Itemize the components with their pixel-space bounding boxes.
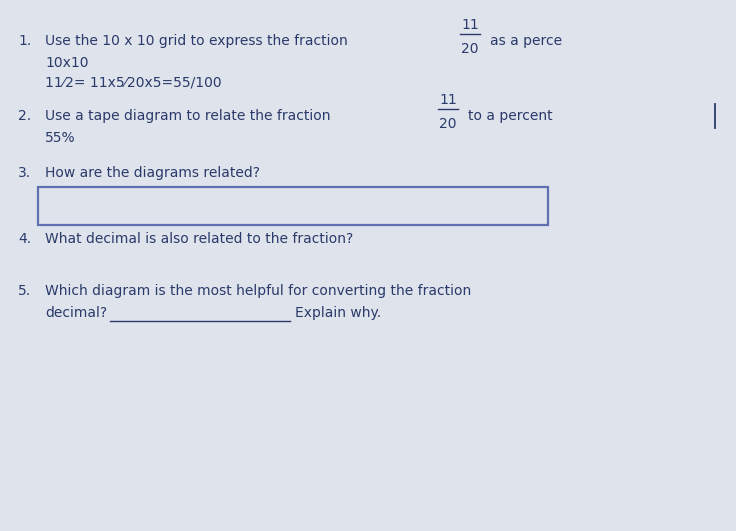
Text: 4.: 4. <box>18 232 31 246</box>
Text: Use the 10 x 10 grid to express the fraction: Use the 10 x 10 grid to express the frac… <box>45 34 347 48</box>
Text: What decimal is also related to the fraction?: What decimal is also related to the frac… <box>45 232 353 246</box>
Text: 20: 20 <box>461 42 478 56</box>
Text: Which diagram is the most helpful for converting the fraction: Which diagram is the most helpful for co… <box>45 284 471 298</box>
Text: 5.: 5. <box>18 284 31 298</box>
Text: 11⁄2= 11x5⁄20x5=55/100: 11⁄2= 11x5⁄20x5=55/100 <box>45 76 222 90</box>
Text: 2.: 2. <box>18 109 31 123</box>
Text: Explain why.: Explain why. <box>295 306 381 320</box>
Text: 3.: 3. <box>18 166 31 180</box>
Text: Use a tape diagram to relate the fraction: Use a tape diagram to relate the fractio… <box>45 109 330 123</box>
Text: 11: 11 <box>461 18 479 32</box>
Text: 10x10: 10x10 <box>45 56 88 70</box>
Text: as a perce: as a perce <box>490 34 562 48</box>
Text: 20: 20 <box>439 117 457 131</box>
Text: to a percent: to a percent <box>468 109 553 123</box>
Text: How are the diagrams related?: How are the diagrams related? <box>45 166 260 180</box>
Text: 55%: 55% <box>45 131 76 145</box>
Text: decimal?: decimal? <box>45 306 107 320</box>
Text: 11: 11 <box>439 93 457 107</box>
Text: 1.: 1. <box>18 34 31 48</box>
FancyBboxPatch shape <box>38 187 548 225</box>
